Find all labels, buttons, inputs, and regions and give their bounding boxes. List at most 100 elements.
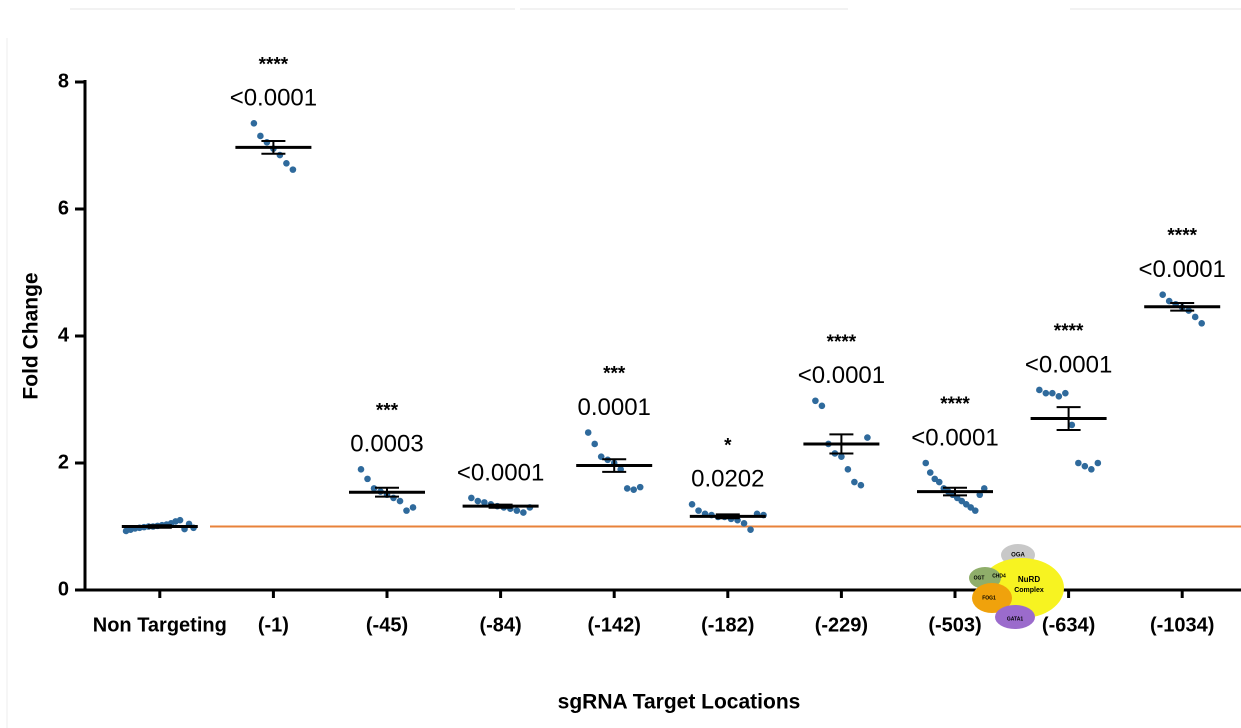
y-tick-label: 2 (58, 451, 69, 473)
data-point (289, 166, 297, 173)
data-point (520, 509, 527, 516)
data-point (584, 429, 592, 436)
y-axis-title: Fold Change (20, 272, 43, 399)
data-point (409, 504, 417, 511)
data-point (250, 119, 258, 127)
x-tick-label: (-45) (366, 614, 408, 636)
data-point (980, 485, 988, 492)
data-point (283, 159, 290, 167)
significance-stars: **** (1054, 321, 1084, 342)
p-value: <0.0001 (911, 424, 998, 451)
p-value: <0.0001 (457, 459, 544, 486)
data-point (636, 483, 644, 491)
data-point (1088, 466, 1095, 473)
x-tick-label: (-84) (479, 614, 521, 636)
x-tick-label: (-229) (815, 614, 868, 636)
data-point (396, 497, 404, 505)
y-tick-label: 8 (58, 70, 69, 92)
x-tick-label: (-1) (258, 614, 289, 636)
x-tick-label: (-182) (701, 614, 754, 636)
data-point (922, 459, 930, 467)
data-point (468, 494, 475, 502)
data-point (357, 466, 365, 473)
data-point (844, 466, 852, 473)
data-point (740, 520, 748, 527)
significance-stars: **** (259, 54, 289, 75)
data-point (481, 499, 488, 506)
significance-stars: *** (603, 364, 626, 385)
data-point (263, 139, 271, 146)
significance-stars: **** (940, 394, 970, 415)
inset-label: OGT (974, 575, 985, 581)
inset-label: OGA (1011, 553, 1025, 559)
data-point (257, 132, 264, 140)
data-point (276, 151, 284, 159)
data-point (976, 491, 984, 499)
x-axis-title: sgRNA Target Locations (558, 691, 801, 714)
data-point (474, 497, 482, 505)
data-point (623, 485, 631, 492)
data-point (926, 469, 934, 476)
data-point (838, 453, 845, 460)
data-point (688, 500, 696, 508)
inset-shape (972, 583, 1012, 613)
x-tick-label: (-503) (928, 614, 981, 636)
p-value: <0.0001 (230, 85, 317, 112)
data-point (864, 434, 871, 441)
data-point (1062, 389, 1069, 397)
inset-label: GATA1 (1007, 616, 1023, 622)
p-value: <0.0001 (798, 362, 885, 389)
data-point (513, 507, 521, 514)
data-point (1081, 462, 1089, 470)
data-point (1094, 459, 1102, 467)
data-point (1191, 313, 1199, 321)
y-tick-label: 4 (58, 324, 70, 346)
p-value: <0.0001 (1025, 351, 1112, 378)
data-point (1068, 421, 1076, 429)
data-point (1049, 389, 1056, 397)
x-tick-label: Non Targeting (93, 614, 227, 636)
p-value: 0.0202 (691, 466, 764, 493)
data-point (1042, 389, 1050, 397)
data-point (1036, 386, 1043, 394)
data-point (176, 516, 184, 524)
x-tick-label: (-142) (588, 614, 641, 636)
y-tick-label: 6 (58, 197, 69, 219)
data-point (1075, 459, 1082, 467)
significance-stars: * (724, 435, 732, 456)
data-point (695, 507, 702, 514)
data-point (390, 494, 397, 502)
data-point (370, 485, 378, 492)
p-value: 0.0003 (350, 431, 423, 458)
data-point (812, 397, 819, 405)
y-tick-label: 0 (58, 578, 69, 600)
data-point (851, 478, 858, 486)
inset-label: CHD4 (992, 573, 1006, 579)
data-point (747, 526, 754, 533)
nurd-inset: OGA OGT CHD4 NuRD Complex FOG1 GATA1 (969, 544, 1064, 629)
data-point (935, 478, 943, 486)
significance-stars: *** (376, 400, 399, 421)
significance-stars: **** (827, 332, 857, 353)
data-point (1055, 393, 1063, 400)
inset-shape (995, 605, 1035, 629)
data-point (591, 440, 598, 448)
data-point (1198, 320, 1205, 327)
data-point (403, 507, 410, 514)
x-tick-label: (-634) (1042, 614, 1095, 636)
data-point (971, 507, 979, 514)
inset-label: NuRD (1018, 575, 1040, 584)
significance-stars: **** (1167, 226, 1197, 247)
inset-label: Complex (1014, 587, 1044, 594)
data-point (818, 402, 826, 410)
data-point (364, 475, 371, 483)
x-tick-label: (-1034) (1150, 614, 1214, 636)
data-point (1159, 291, 1166, 299)
inset-label: FOG1 (982, 595, 996, 601)
p-value: 0.0001 (577, 394, 650, 421)
data-point (857, 481, 865, 489)
p-value: <0.0001 (1138, 256, 1225, 283)
data-point (630, 486, 637, 493)
